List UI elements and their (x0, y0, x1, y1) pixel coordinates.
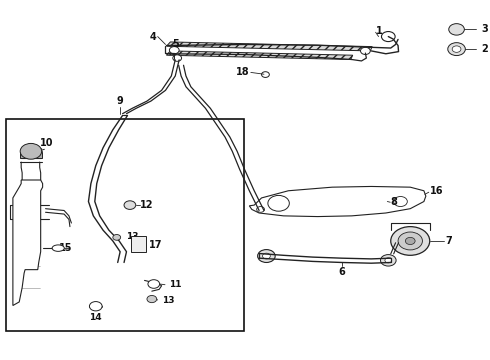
Polygon shape (167, 42, 372, 51)
Circle shape (124, 201, 136, 210)
Text: 17: 17 (149, 240, 163, 250)
Text: 12: 12 (140, 200, 153, 210)
Circle shape (173, 55, 182, 61)
Circle shape (268, 195, 289, 211)
Circle shape (381, 255, 396, 266)
Circle shape (398, 232, 422, 250)
Text: 6: 6 (339, 267, 345, 277)
Text: 15: 15 (59, 243, 73, 253)
Text: 8: 8 (391, 197, 397, 207)
Polygon shape (167, 51, 353, 59)
Bar (20, 152, 42, 158)
Circle shape (361, 47, 370, 54)
Polygon shape (13, 180, 43, 306)
Circle shape (385, 258, 392, 263)
Circle shape (258, 249, 275, 262)
Circle shape (382, 32, 395, 41)
Text: 14: 14 (90, 314, 102, 323)
Circle shape (148, 280, 160, 288)
Polygon shape (249, 186, 426, 217)
Text: 3: 3 (481, 24, 488, 35)
Text: 5: 5 (172, 40, 179, 49)
Text: 2: 2 (481, 44, 488, 54)
Circle shape (90, 302, 102, 311)
Text: 11: 11 (169, 280, 181, 289)
Text: 9: 9 (117, 96, 123, 107)
Text: 10: 10 (40, 138, 54, 148)
Text: 16: 16 (430, 186, 443, 197)
Circle shape (170, 46, 179, 54)
Circle shape (147, 296, 157, 303)
Circle shape (263, 253, 270, 259)
Text: 1: 1 (376, 26, 383, 36)
Circle shape (448, 42, 466, 55)
Circle shape (20, 143, 42, 159)
Ellipse shape (52, 245, 64, 251)
Circle shape (405, 237, 415, 244)
Bar (5, 119, 245, 330)
Circle shape (393, 197, 407, 207)
Bar (131, 235, 146, 252)
Circle shape (449, 24, 465, 35)
Text: 4: 4 (150, 32, 157, 41)
Circle shape (113, 234, 121, 240)
Circle shape (257, 207, 265, 212)
Circle shape (452, 46, 461, 52)
Text: 13: 13 (126, 232, 139, 241)
Text: 13: 13 (162, 296, 174, 305)
Circle shape (262, 72, 270, 77)
Circle shape (391, 226, 430, 255)
Text: 7: 7 (445, 236, 452, 246)
Text: 18: 18 (236, 67, 249, 77)
